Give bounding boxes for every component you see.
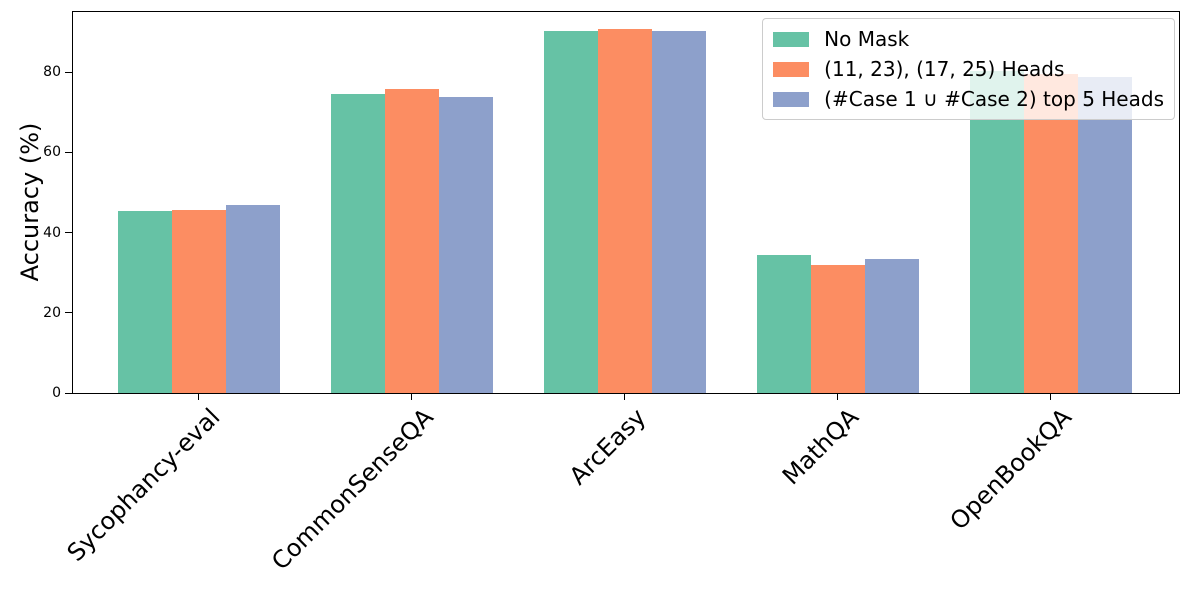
legend-entry: (11, 23), (17, 25) Heads [773,54,1164,84]
x-tick-mark [623,393,626,400]
x-tick-mark [197,393,200,400]
legend-swatch-icon [773,61,810,77]
bar--11-23-17-25-heads-arceasy [597,29,652,393]
x-tick-label: ArcEasy [563,403,652,491]
y-tick-mark [65,71,72,73]
x-tick-mark [836,393,839,400]
bar--case-1-case-2-top-5-heads-arceasy [651,31,706,393]
y-tick-mark [65,312,72,314]
bar--case-1-case-2-top-5-heads-mathqa [864,259,919,393]
bar-no-mask-commonsenseqa [330,94,385,393]
bar--case-1-case-2-top-5-heads-sycophancy-eval [225,205,280,393]
y-tick-label: 20 [43,304,61,321]
bar-no-mask-sycophancy-eval [117,210,172,393]
legend-entry: (#Case 1 ∪ #Case 2) top 5 Heads [773,84,1164,114]
legend-label: No Mask [824,27,910,51]
y-tick-mark [65,232,72,234]
y-tick-label: 40 [43,224,61,241]
x-tick-mark [410,393,413,400]
bar-no-mask-openbookqa [969,71,1024,393]
bar--11-23-17-25-heads-commonsenseqa [384,89,439,393]
y-tick-mark [65,151,72,154]
x-tick-label: OpenBookQA [944,403,1078,536]
y-tick-mark [65,392,72,394]
bar--11-23-17-25-heads-mathqa [810,265,865,393]
legend-entry: No Mask [773,24,1164,54]
bar--11-23-17-25-heads-sycophancy-eval [171,209,226,393]
y-tick-label: 0 [52,385,61,401]
legend-label: (#Case 1 ∪ #Case 2) top 5 Heads [824,87,1164,111]
legend-swatch-icon [773,31,810,47]
legend-swatch-icon [773,91,810,107]
y-tick-label: 60 [43,144,61,161]
bar--11-23-17-25-heads-openbookqa [1023,73,1078,393]
x-tick-label: MathQA [777,403,865,491]
x-tick-label: Sycophancy-eval [61,403,226,567]
bar--case-1-case-2-top-5-heads-openbookqa [1077,76,1132,393]
legend: No Mask (11, 23), (17, 25) Heads (#Case 1 … [762,18,1175,120]
plot-area: 0 20 40 60 80 Sycophancy-eval CommonSenseQA Ar… [43,11,1180,575]
bar-no-mask-arceasy [543,30,598,393]
legend-label: (11, 23), (17, 25) Heads [824,57,1065,81]
x-tick-mark [1049,393,1052,400]
y-tick-label: 80 [43,64,61,81]
bar--case-1-case-2-top-5-heads-commonsenseqa [438,97,493,393]
y-axis-label: Accuracy (%) [16,122,44,282]
bar-no-mask-mathqa [756,254,811,393]
x-tick-label: CommonSenseQA [265,403,439,576]
